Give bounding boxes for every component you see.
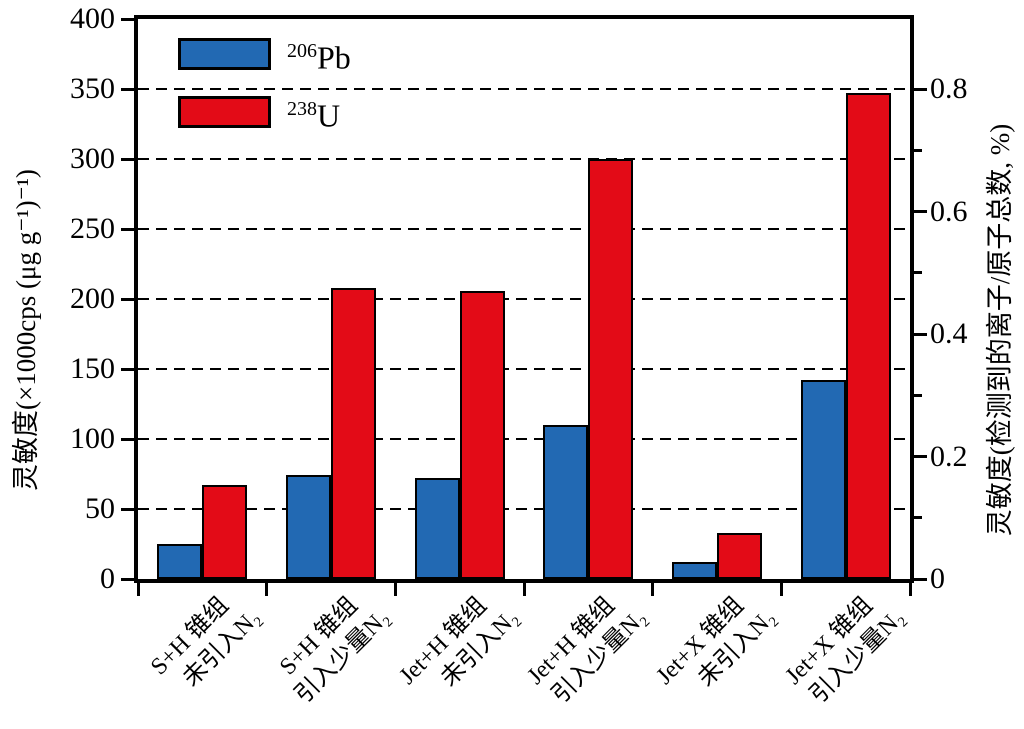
right-axis-tick-0.6 [914, 210, 927, 213]
left-axis-tick-100 [121, 437, 134, 441]
gridline-300 [138, 157, 910, 161]
left-axis-tick-label-200: 200 [70, 282, 115, 315]
legend-item-u: 238U [178, 94, 351, 133]
left-axis-tick-50 [121, 507, 134, 511]
x-axis-tick-4 [651, 583, 655, 596]
right-axis-tick-label-0: 0 [930, 562, 945, 595]
left-axis-tick-300 [121, 157, 134, 161]
x-axis-tick-3 [522, 583, 526, 596]
legend-swatch-u [178, 96, 271, 128]
right-axis-tick-label-0.2: 0.2 [930, 439, 968, 473]
right-axis-minor-tick-0.5 [914, 271, 922, 275]
bar-pb-group1 [157, 544, 203, 579]
element-symbol-u: U [317, 97, 341, 134]
legend-label-pb: 206Pb [287, 33, 351, 76]
left-axis-tick-150 [121, 367, 134, 371]
left-axis-tick-label-50: 50 [85, 492, 115, 525]
left-axis-tick-label-150: 150 [70, 352, 115, 385]
left-axis-tick-label-250: 250 [70, 212, 115, 245]
legend: 206Pb 238U [178, 36, 351, 152]
right-axis-tick-label-0.6: 0.6 [930, 194, 968, 228]
x-axis-tick-5 [779, 583, 783, 596]
bar-pb-group4 [543, 425, 589, 579]
right-axis-minor-tick-0.3 [914, 393, 922, 397]
right-axis-minor-tick-0.7 [914, 148, 922, 152]
right-axis-tick-0.2 [914, 455, 927, 458]
legend-label-u: 238U [287, 91, 341, 134]
gridline-250 [138, 227, 910, 231]
bar-u-group1 [202, 485, 248, 579]
left-axis-tick-250 [121, 227, 134, 231]
left-axis-tick-400 [121, 17, 134, 21]
gridline-200 [138, 297, 910, 301]
bar-pb-group6 [800, 380, 846, 579]
gridline-150 [138, 367, 910, 371]
x-axis-tick-2 [393, 583, 397, 596]
gridline-100 [138, 437, 910, 441]
left-axis-tick-label-400: 400 [70, 2, 115, 35]
gridline-50 [138, 507, 910, 511]
legend-item-pb: 206Pb [178, 36, 351, 75]
right-axis-tick-label-0.4: 0.4 [930, 317, 968, 350]
right-axis-tick-0.4 [914, 332, 927, 336]
bar-pb-group5 [672, 562, 717, 579]
left-axis-tick-350 [121, 87, 134, 91]
right-axis-tick-0 [914, 577, 927, 581]
element-symbol-pb: Pb [317, 39, 351, 76]
left-axis-tick-label-0: 0 [100, 562, 115, 595]
left-axis-tick-label-350: 350 [70, 72, 115, 105]
isotope-superscript-u: 238 [287, 97, 317, 120]
left-axis-tick-label-100: 100 [70, 422, 115, 455]
bar-u-group4 [588, 159, 634, 579]
bar-u-group6 [845, 93, 891, 579]
left-axis-tick-200 [121, 297, 134, 301]
gridline-350 [138, 87, 910, 91]
right-axis-tick-label-0.8: 0.8 [930, 72, 968, 105]
right-axis-tick-0.8 [914, 87, 927, 91]
x-axis-tick-0 [136, 583, 140, 596]
left-axis-tick-label-300: 300 [70, 142, 115, 175]
right-axis-minor-tick-0.1 [914, 516, 922, 520]
left-axis-tick-0 [121, 577, 134, 581]
isotope-superscript-pb: 206 [287, 39, 317, 62]
bar-pb-group3 [414, 478, 460, 579]
bar-u-group2 [331, 287, 376, 579]
bar-u-group5 [717, 532, 762, 579]
bar-u-group3 [459, 290, 505, 579]
x-axis-tick-1 [265, 583, 269, 596]
legend-swatch-pb [178, 38, 271, 70]
x-axis-tick-6 [908, 583, 912, 596]
bar-pb-group2 [286, 475, 331, 579]
